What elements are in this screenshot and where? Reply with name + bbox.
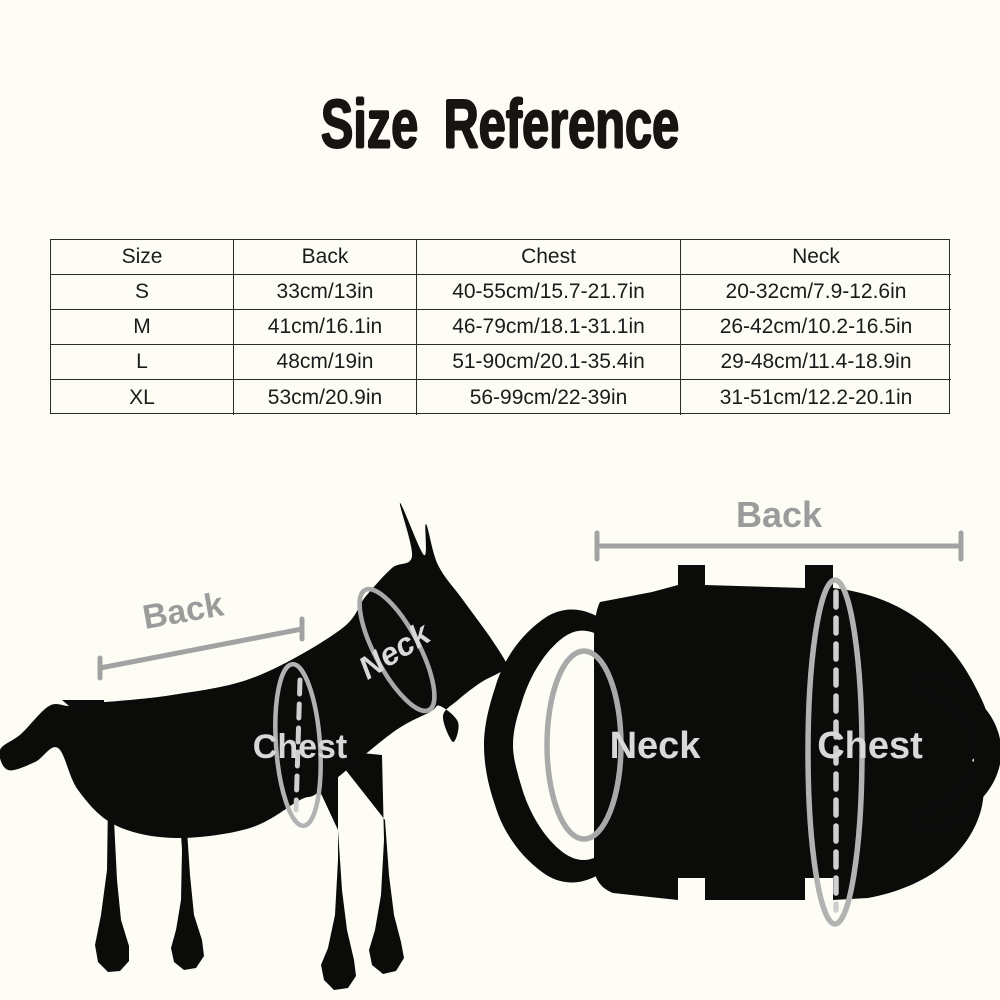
svg-text:Chest: Chest bbox=[817, 725, 923, 767]
svg-text:Neck: Neck bbox=[610, 725, 702, 767]
svg-text:Chest: Chest bbox=[253, 728, 347, 766]
svg-text:Back: Back bbox=[140, 585, 227, 637]
svg-text:Back: Back bbox=[736, 494, 823, 535]
